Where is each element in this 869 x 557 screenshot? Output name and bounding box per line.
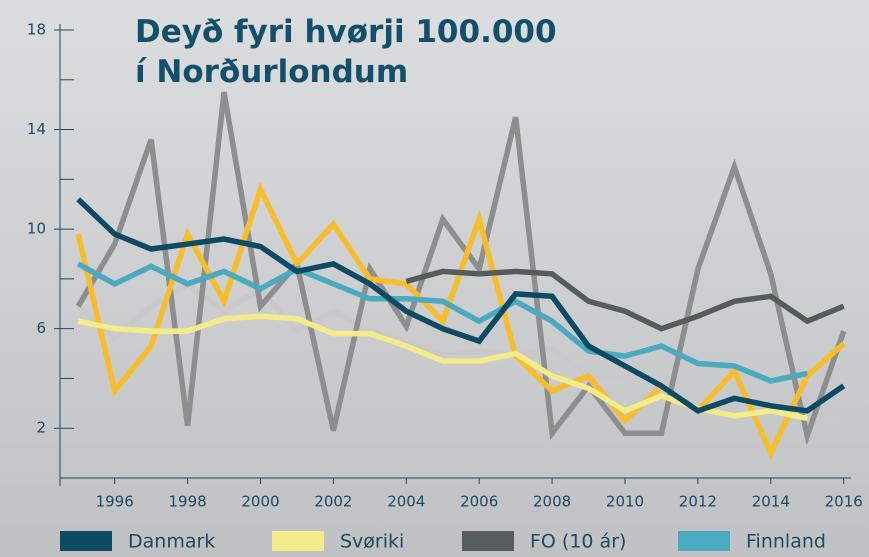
x-tick-label: 2006: [460, 493, 498, 511]
series-line: [76, 197, 846, 414]
series-line: [405, 268, 845, 332]
chart-title: Deyð fyri hvørji 100.000: [135, 14, 557, 50]
y-tick-label: 10: [27, 220, 46, 238]
series-line: [76, 261, 808, 384]
series-line: [76, 280, 844, 424]
legend-swatch: [678, 531, 730, 551]
legend-swatch: [462, 531, 514, 551]
legend-label: FO (10 ár): [530, 531, 626, 553]
legend-label: Svøriki: [340, 531, 404, 553]
legend-swatch: [272, 531, 324, 551]
x-tick-label: 1996: [96, 493, 134, 511]
x-tick-label: 2012: [679, 493, 717, 511]
series-line: [75, 91, 847, 446]
y-tick-label: 6: [36, 319, 46, 337]
legend-swatch: [60, 531, 112, 551]
x-tick-label: 2016: [825, 493, 863, 511]
x-tick-label: 2002: [314, 493, 352, 511]
legend-label: Finnland: [746, 531, 826, 553]
x-tick-label: 2004: [387, 493, 425, 511]
x-tick-label: 1998: [168, 493, 206, 511]
x-tick-label: 2008: [533, 493, 571, 511]
legend-label: Danmark: [128, 531, 215, 553]
x-tick-label: 2010: [606, 493, 644, 511]
x-tick-label: 2014: [752, 493, 790, 511]
y-tick-label: 18: [27, 21, 46, 39]
x-tick-label: 2000: [241, 493, 279, 511]
y-tick-label: 14: [27, 120, 46, 138]
plot-area: [54, 24, 851, 486]
y-tick-label: 2: [36, 419, 46, 437]
chart-title: í Norðurlondum: [135, 54, 408, 90]
